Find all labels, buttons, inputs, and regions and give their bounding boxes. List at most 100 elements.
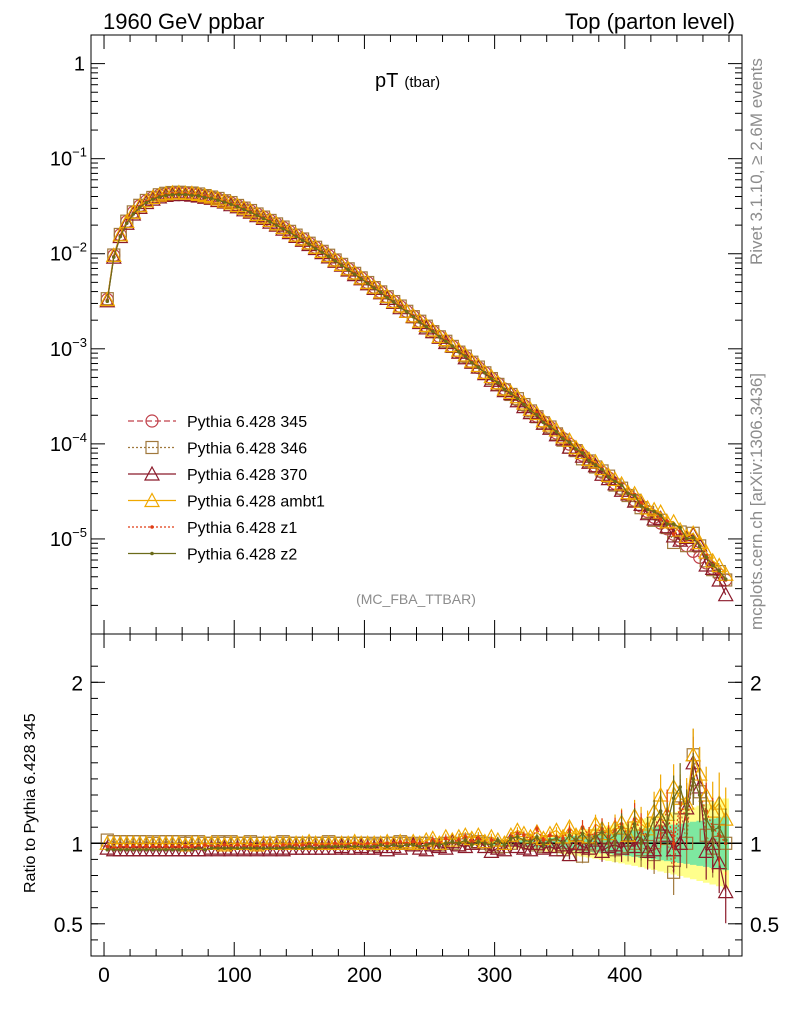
- ratio-point: [222, 846, 227, 850]
- main-point: [138, 205, 142, 210]
- main-point: [209, 196, 214, 201]
- ratio-point: [268, 846, 272, 850]
- ratio-point: [339, 844, 344, 849]
- ratio-point: [535, 839, 552, 855]
- ratio-point: [476, 833, 493, 849]
- ratio-point: [131, 847, 136, 852]
- ratio-point: [118, 844, 123, 849]
- ratio-point: [463, 838, 468, 842]
- legend-label: Pythia 6.428 370: [187, 467, 307, 484]
- legend-item: Pythia 6.428 370: [128, 465, 307, 484]
- ratio-point: [580, 831, 585, 836]
- main-point: [645, 507, 650, 512]
- main-point: [672, 521, 689, 537]
- main-point: [554, 430, 559, 434]
- ratio-point: [548, 838, 552, 842]
- main-point: [248, 210, 253, 214]
- main-point: [535, 412, 552, 428]
- ratio-point: [541, 843, 546, 847]
- ratio-point: [645, 833, 650, 838]
- ratio-point: [294, 843, 298, 847]
- main-point: [300, 238, 305, 243]
- ratio-point: [300, 846, 305, 850]
- main-point: [378, 290, 383, 295]
- main-point: [659, 518, 676, 534]
- ratio-point: [717, 883, 734, 899]
- main-point: [157, 195, 162, 199]
- main-point: [548, 424, 552, 429]
- ratio-point: [450, 839, 455, 844]
- ratio-point: [710, 828, 715, 833]
- main-point: [326, 254, 331, 259]
- main-point: [105, 299, 110, 304]
- ratio-point: [385, 844, 390, 849]
- main-point: [275, 220, 292, 236]
- main-point: [567, 439, 584, 455]
- ratio-point: [177, 844, 181, 849]
- main-point: [287, 230, 292, 234]
- ratio-point: [457, 838, 474, 854]
- legend-label: Pythia 6.428 z1: [187, 520, 297, 537]
- main-point: [183, 192, 188, 197]
- main-point: [483, 371, 487, 375]
- main-point: [327, 251, 344, 267]
- ratio-point: [502, 843, 507, 847]
- ratio-point: [613, 839, 630, 855]
- ratio-point: [483, 843, 500, 858]
- ratio-point: [170, 844, 175, 849]
- main-point: [261, 216, 266, 221]
- main-point: [372, 283, 389, 299]
- ratio-point: [261, 843, 266, 847]
- main-point: [112, 226, 129, 242]
- main-point: [164, 193, 168, 198]
- ratio-point: [437, 843, 442, 847]
- ratio-point: [639, 843, 656, 858]
- ratio-point: [138, 847, 142, 852]
- main-point: [151, 197, 155, 201]
- ratio-point: [717, 825, 722, 829]
- ratio-point: [417, 844, 422, 849]
- ratio-point: [151, 847, 155, 852]
- ratio-point: [404, 843, 409, 847]
- main-point: [151, 186, 168, 202]
- main-point: [111, 255, 116, 259]
- main-point: [372, 286, 376, 290]
- main-point: [346, 266, 363, 282]
- main-point: [684, 537, 689, 541]
- main-point: [346, 267, 350, 272]
- ratio-point: [327, 839, 344, 855]
- ratio-point: [476, 838, 493, 854]
- main-point: [144, 200, 149, 205]
- main-point: [646, 501, 663, 517]
- ratio-plot: 0.5 0.5 1 1 2 2: [54, 633, 779, 957]
- main-point: [639, 505, 656, 521]
- main-point: [496, 380, 500, 385]
- ratio-point: [352, 844, 357, 849]
- ratio-point: [287, 844, 292, 849]
- main-point: [704, 555, 708, 559]
- main-point: [398, 305, 403, 310]
- main-point: [671, 522, 676, 526]
- main-point: [678, 528, 695, 544]
- ratio-point: [365, 841, 370, 846]
- ratio-y-tick-label: 2: [71, 672, 83, 695]
- ratio-point: [307, 844, 311, 849]
- main-point: [476, 365, 481, 369]
- main-point: [405, 307, 422, 323]
- ratio-point: [554, 836, 571, 852]
- ratio-point: [528, 839, 533, 844]
- ratio-point: [697, 793, 702, 797]
- main-point: [294, 234, 298, 239]
- main-point: [353, 269, 370, 285]
- ratio-point: [424, 843, 429, 847]
- main-point: [320, 247, 337, 263]
- ratio-point: [190, 844, 194, 849]
- main-point: [411, 314, 416, 319]
- ratio-point: [522, 833, 526, 838]
- ratio-point: [131, 844, 136, 849]
- x-tick-label: 100: [217, 964, 252, 987]
- main-point: [698, 556, 715, 572]
- main-point: [476, 364, 493, 380]
- main-point: [216, 198, 220, 202]
- legend-item: Pythia 6.428 ambt1: [128, 492, 325, 511]
